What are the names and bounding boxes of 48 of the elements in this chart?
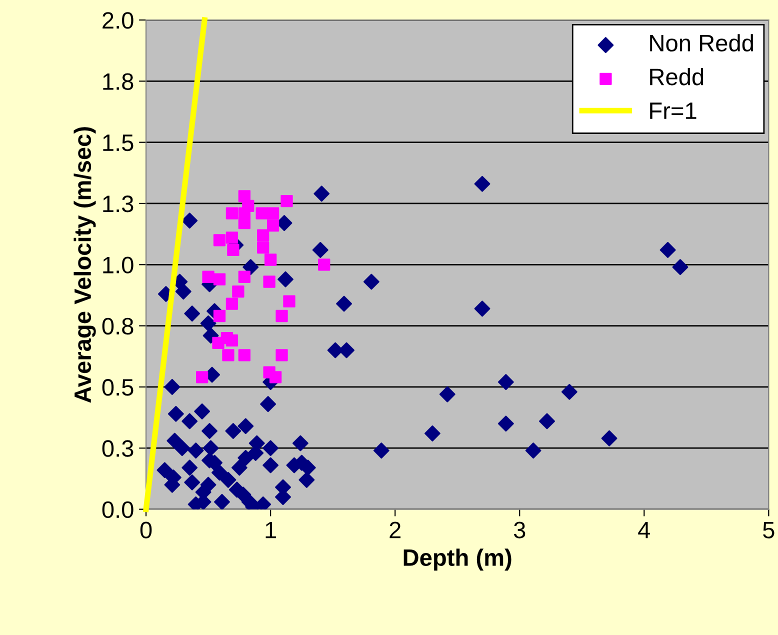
point [202,270,214,283]
point [222,349,234,362]
x-tick-label: 0 [140,522,152,538]
point [226,232,238,244]
x-axis-title: Depth (m) [404,548,512,571]
point [318,258,330,271]
y-tick-label: 0.0 [102,501,134,518]
point [196,371,208,384]
x-tick-label: 5 [763,522,774,538]
point [226,334,238,347]
point [213,234,226,246]
y-tick-label: 1.5 [103,134,134,152]
y-tick-label: 2.0 [102,12,134,29]
point [227,244,240,256]
point [263,276,276,288]
point [257,229,270,242]
x-tick-label: 3 [514,522,526,538]
point [238,349,250,362]
point [257,241,270,254]
y-tick-label: 0.5 [102,379,134,396]
y-tick-label: 1.0 [103,256,134,274]
point [232,285,244,298]
y-tick-label: 1.8 [103,73,134,90]
point [256,207,268,220]
y-tick-label: 1.3 [103,196,134,212]
x-tick-label: 4 [638,522,650,538]
y-tick-label: 0.8 [102,318,134,335]
point [238,270,250,283]
x-tick-label: 1 [266,522,276,538]
point [276,349,288,362]
y-axis-title: Average Velocity (m/sec) [74,127,96,403]
x-tick-label: 2 [390,522,400,538]
y-tick-label: 0.3 [102,440,134,457]
point [226,298,238,310]
point [276,310,288,322]
legend-label: Fr=1 [650,102,696,119]
point [266,219,280,232]
point [269,371,282,384]
point [226,207,238,220]
point [283,295,296,308]
point [238,216,250,230]
point [266,207,280,220]
point [280,194,293,208]
point [264,254,277,266]
point [213,310,226,322]
point [213,273,226,286]
legend-label: Non Redd [650,34,753,52]
legend-label: Redd [650,68,704,86]
